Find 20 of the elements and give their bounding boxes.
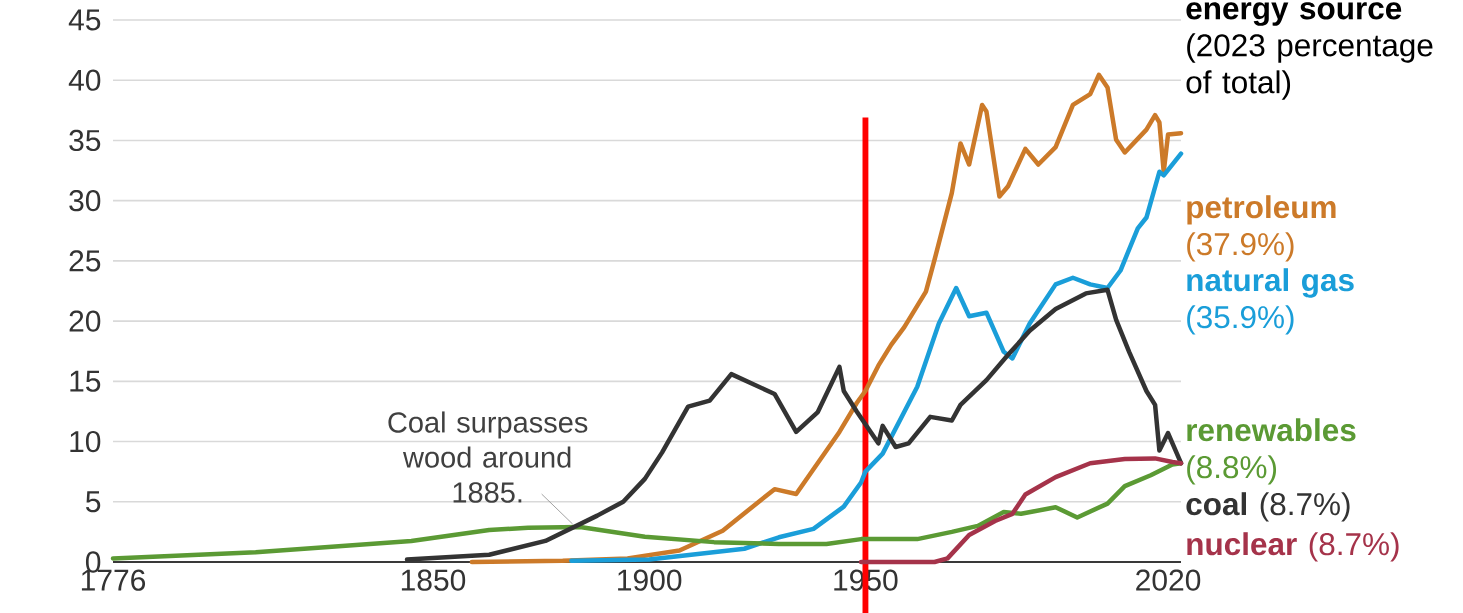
series-label: renewables (8.8%) [1187,418,1356,485]
y-tick-label: 15 [70,370,101,392]
y-tick-label: 35 [69,129,101,152]
x-tick-label: 2020 [1136,569,1201,591]
y-tick-label: 45 [68,9,101,31]
y-tick-label: 30 [69,190,101,212]
series-label: petroleum (37.9%) [1187,195,1336,262]
legend-title: energy source (2023 percentage of total) [1186,2,1433,100]
text: nuclear (8.7%) [1187,532,1399,562]
y-tick-label: 20 [69,310,101,332]
annotation: Coal surpasses wood around 1885. [388,411,588,503]
series-label: coal (8.7%) [1186,492,1350,522]
x-tick-label: 1900 [618,569,682,591]
x-tick-label: 1850 [401,569,466,591]
y-tick-label: 10 [70,430,101,453]
y-tick-label: 40 [68,69,101,91]
y-tick-label: 25 [69,250,101,272]
line-series [858,456,1184,565]
series-label: natural gas (35.9%) [1187,268,1354,335]
y-tick-label: 5 [85,491,101,513]
